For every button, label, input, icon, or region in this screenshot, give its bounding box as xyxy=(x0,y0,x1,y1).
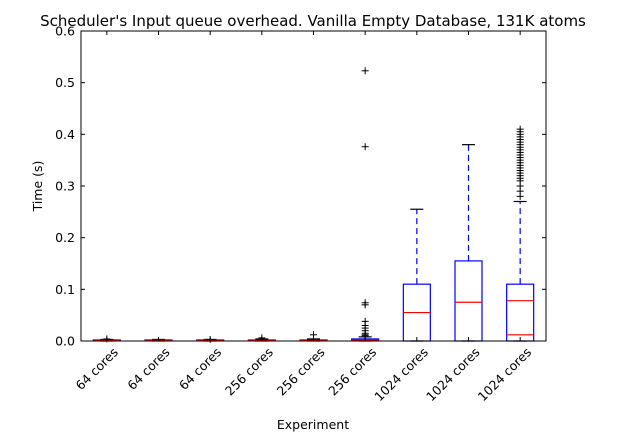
y-tick-label: 0.4 xyxy=(55,127,75,142)
box-group xyxy=(454,144,483,342)
box xyxy=(454,260,483,342)
x-tick-label: 256 cores xyxy=(325,345,379,399)
y-tick-label: 0.1 xyxy=(55,282,75,297)
box xyxy=(506,283,535,342)
y-tick-label: 0.2 xyxy=(55,230,75,245)
x-tick-label: 256 cores xyxy=(222,345,276,399)
box-group xyxy=(506,125,535,342)
y-tick-label: 0.6 xyxy=(55,24,75,39)
y-tick-label: 0.0 xyxy=(55,334,75,349)
box-group xyxy=(351,67,380,342)
plot-area xyxy=(92,67,535,343)
y-tick-label: 0.5 xyxy=(55,75,75,90)
x-tick-label: 64 cores xyxy=(124,345,172,393)
plot-frame xyxy=(80,30,547,342)
y-axis-label: Time (s) xyxy=(30,161,45,213)
box-group xyxy=(402,208,431,342)
y-axis: 0.0 0.1 0.2 0.3 0.4 0.5 0.6 xyxy=(55,24,546,349)
x-tick-label: 1024 cores xyxy=(475,345,535,405)
x-tick-label: 64 cores xyxy=(176,345,224,393)
chart-title: Scheduler's Input queue overhead. Vanill… xyxy=(40,12,586,30)
x-axis-label: Experiment xyxy=(277,417,349,432)
x-tick-label: 1024 cores xyxy=(371,345,431,405)
y-tick-label: 0.3 xyxy=(55,179,75,194)
x-tick-label: 64 cores xyxy=(73,345,121,393)
x-tick-label: 1024 cores xyxy=(423,345,483,405)
x-tick-label: 256 cores xyxy=(274,345,328,399)
